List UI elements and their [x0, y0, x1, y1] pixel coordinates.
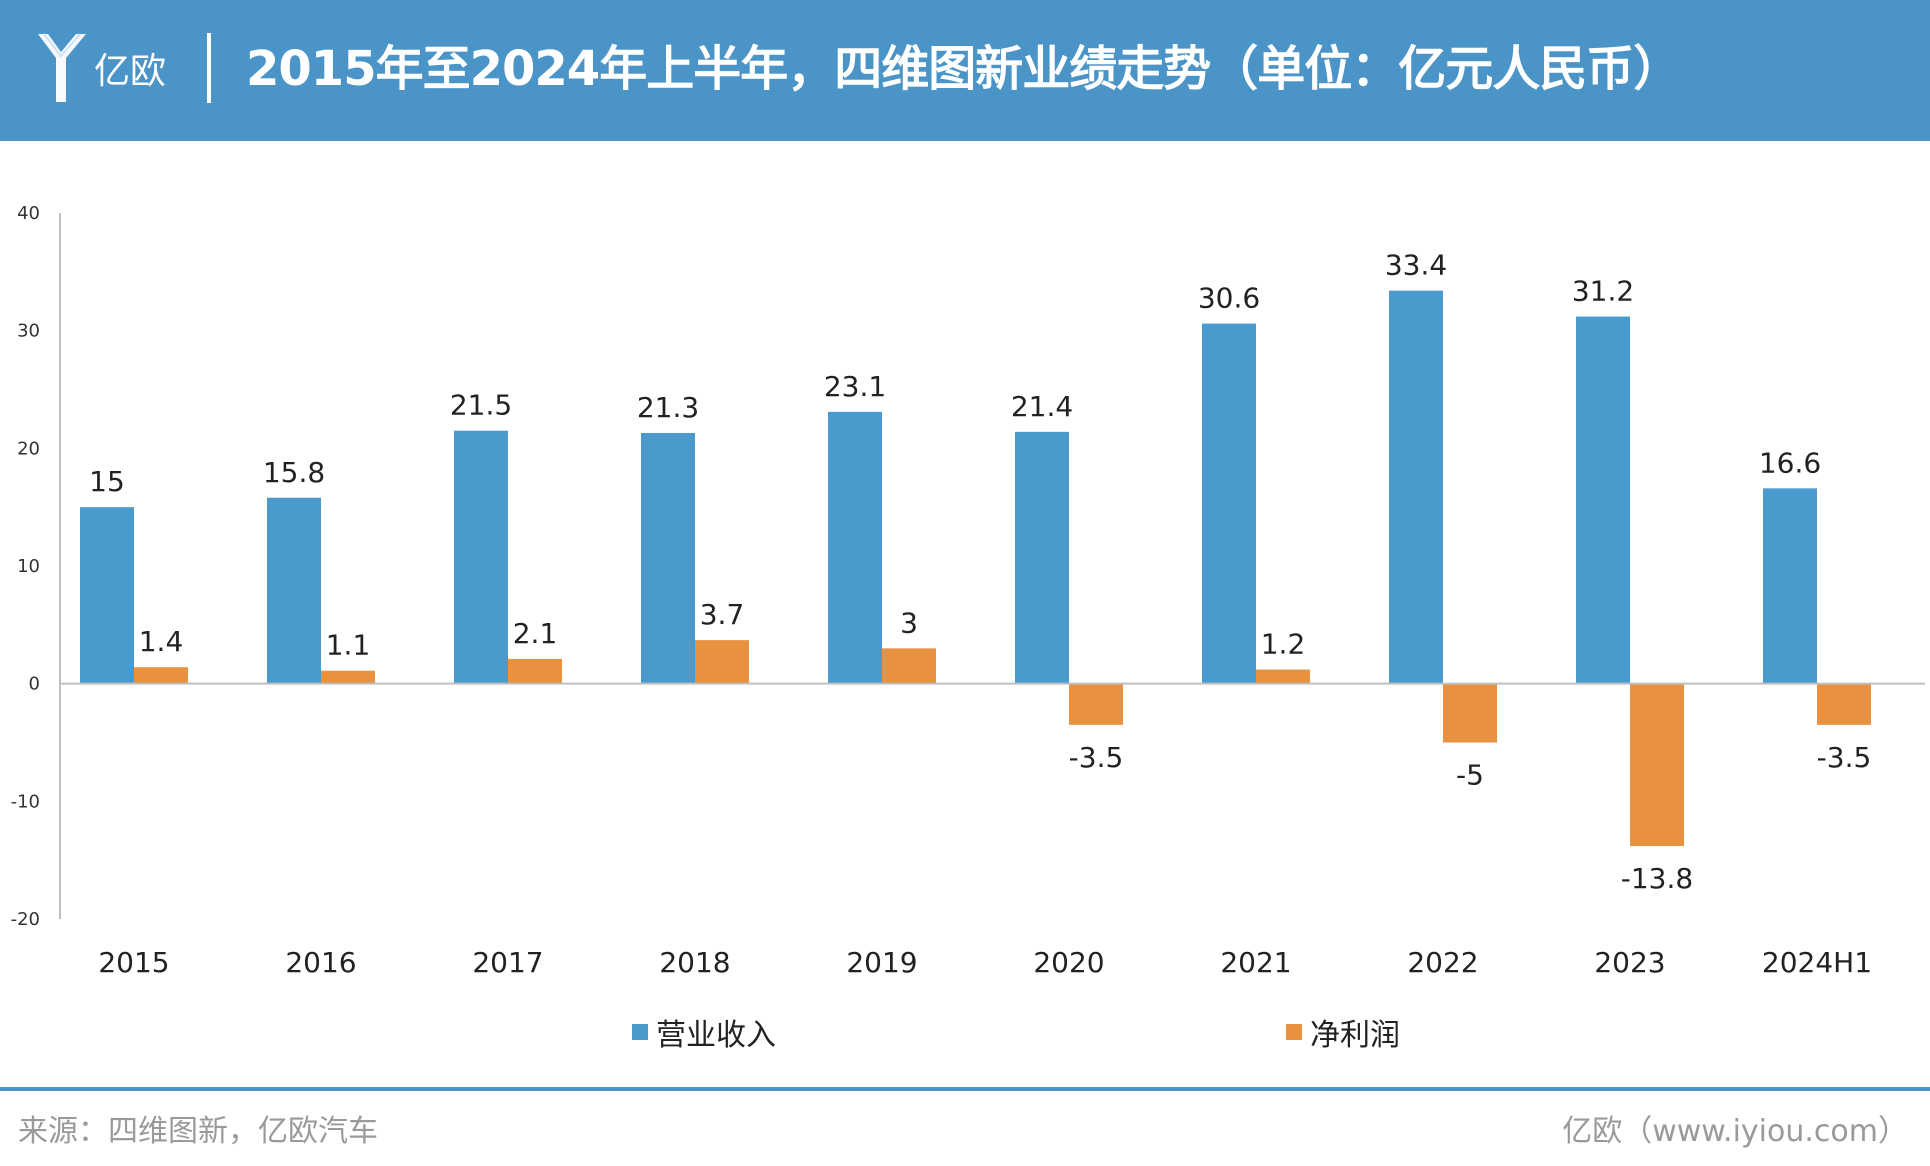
legend-swatch-net-profit: [1286, 1024, 1302, 1040]
net-profit-bar: [1817, 683, 1871, 725]
revenue-data-label: 33.4: [1385, 249, 1447, 282]
net-profit-data-label: 3: [900, 606, 918, 639]
revenue-bar: [1576, 316, 1630, 684]
net-profit-data-label: -13.8: [1621, 862, 1693, 895]
revenue-bar: [267, 497, 321, 684]
legend-swatch-revenue: [632, 1024, 648, 1040]
x-tick-label: 2017: [472, 946, 543, 979]
revenue-bar: [80, 507, 134, 684]
revenue-bar: [1389, 290, 1443, 684]
bar-chart: 40 30 20 10 0 -10 -20 15 1.4 2015 15.8 1.1 2016 21.5 2…: [11, 203, 1925, 979]
net-profit-data-label: 2.1: [513, 617, 558, 650]
net-profit-data-label: -3.5: [1817, 741, 1872, 774]
net-profit-bar: [1256, 669, 1310, 684]
x-tick-label: 2015: [98, 946, 169, 979]
revenue-data-label: 23.1: [824, 370, 886, 403]
credit-text: 亿欧（www.iyiou.com）: [1562, 1114, 1908, 1149]
net-profit-bar: [321, 670, 375, 684]
revenue-data-label: 21.5: [450, 389, 512, 422]
revenue-bar: [454, 430, 508, 684]
revenue-bar: [1015, 431, 1069, 684]
revenue-data-label: 15: [89, 465, 125, 498]
revenue-data-label: 30.6: [1198, 282, 1260, 315]
y-tick-label: 10: [17, 556, 40, 577]
net-profit-bar: [695, 640, 749, 684]
legend-label-revenue: 营业收入: [656, 1018, 776, 1053]
header-bar: 亿欧 2015年至2024年上半年，四维图新业绩走势（单位：亿元人民币）: [0, 0, 1930, 141]
revenue-data-label: 31.2: [1572, 275, 1634, 308]
net-profit-data-label: -3.5: [1069, 741, 1124, 774]
revenue-bar: [1763, 488, 1817, 684]
logo-text: 亿欧: [94, 51, 167, 92]
net-profit-bar: [882, 648, 936, 684]
yiou-logo-icon: [38, 33, 86, 102]
legend-item-revenue: 营业收入: [632, 1010, 776, 1054]
legend-item-net-profit: 净利润: [1286, 1010, 1400, 1054]
revenue-bar: [641, 433, 695, 684]
revenue-bar: [828, 411, 882, 684]
x-tick-label: 2022: [1407, 946, 1478, 979]
x-tick-label: 2024H1: [1762, 946, 1872, 979]
x-tick-label: 2020: [1033, 946, 1104, 979]
y-tick-label: 30: [17, 321, 40, 342]
net-profit-bar: [508, 658, 562, 684]
revenue-data-label: 21.3: [637, 391, 699, 424]
y-tick-label: 40: [17, 203, 40, 224]
header-divider: [207, 33, 211, 103]
y-tick-label: -20: [11, 909, 40, 930]
x-tick-label: 2019: [846, 946, 917, 979]
y-tick-label: -10: [11, 791, 40, 812]
legend-label-net-profit: 净利润: [1310, 1018, 1400, 1053]
x-tick-label: 2023: [1594, 946, 1665, 979]
net-profit-bar: [134, 667, 188, 684]
net-profit-bar: [1443, 683, 1497, 743]
revenue-data-label: 21.4: [1011, 390, 1073, 423]
net-profit-data-label: 1.4: [139, 625, 184, 658]
net-profit-bar: [1630, 683, 1684, 847]
y-tick-label: 0: [29, 674, 40, 695]
chart-title: 2015年至2024年上半年，四维图新业绩走势（单位：亿元人民币）: [246, 41, 1681, 97]
y-tick-label: 20: [17, 438, 40, 459]
revenue-data-label: 16.6: [1759, 446, 1821, 479]
revenue-data-label: 15.8: [263, 456, 325, 489]
x-tick-label: 2018: [659, 946, 730, 979]
net-profit-data-label: 1.2: [1261, 628, 1306, 661]
source-text: 来源：四维图新，亿欧汽车: [18, 1114, 378, 1149]
x-tick-label: 2016: [285, 946, 356, 979]
footer-divider: [0, 1087, 1930, 1091]
net-profit-data-label: 3.7: [700, 598, 745, 631]
net-profit-data-label: 1.1: [326, 629, 371, 662]
revenue-bar: [1202, 323, 1256, 684]
x-tick-label: 2021: [1220, 946, 1291, 979]
net-profit-data-label: -5: [1456, 759, 1484, 792]
net-profit-bar: [1069, 683, 1123, 725]
